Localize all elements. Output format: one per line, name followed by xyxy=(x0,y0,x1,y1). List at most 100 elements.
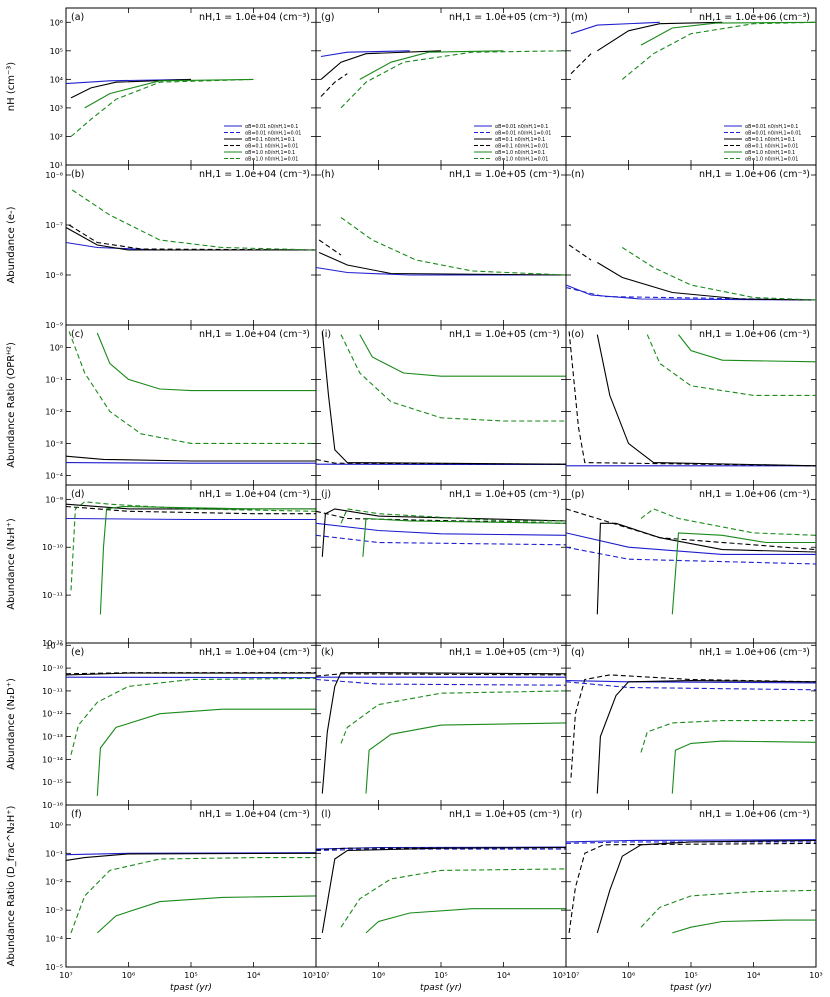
panel-frame xyxy=(315,324,567,486)
panel: 10⁻⁵ 10⁻⁴ 10⁻³ 10⁻² 10⁻¹ 10⁰ (f) nH,1 = 1.0e+04… xyxy=(45,804,317,993)
legend-entry: αB=0.1 n0/nH,1=0.01 xyxy=(495,144,548,150)
y-tick-label: 10⁰ xyxy=(50,343,63,352)
series-line-k1 xyxy=(321,672,567,794)
series-line-b1 xyxy=(565,284,817,301)
panel: (o) nH,1 = 1.0e+06 (cm⁻³) xyxy=(565,324,817,486)
density-label: nH,1 = 1.0e+04 (cm⁻³) xyxy=(199,647,310,658)
y-tick-label: 10⁻⁸ xyxy=(45,271,63,280)
x-tick-label: 10⁷ xyxy=(566,971,579,980)
x-tick-label: 10⁶ xyxy=(372,971,385,980)
legend-entry: αB=0.01 n0/nH,1=0.01 xyxy=(495,131,551,137)
legend-entry: αB=0.01 n0/nH,1=0.01 xyxy=(745,131,801,137)
series-line-b1 xyxy=(65,852,317,856)
series-line-b2 xyxy=(565,546,817,565)
y-axis-label: Abundance (e-) xyxy=(6,206,17,283)
series-line-b1 xyxy=(565,532,816,555)
series-line-k1 xyxy=(65,455,316,462)
panel: (n) nH,1 = 1.0e+06 (cm⁻³) xyxy=(565,164,817,326)
panel-letter: (o) xyxy=(571,329,584,340)
panel-frame xyxy=(565,804,817,968)
series-line-k2 xyxy=(318,239,342,256)
y-tick-label: 10⁴ xyxy=(50,75,63,84)
legend: αB=0.01 n0/nH,1=0.1αB=0.01 n0/nH,1=0.01α… xyxy=(724,124,801,163)
density-label: nH,1 = 1.0e+06 (cm⁻³) xyxy=(699,169,810,180)
series-line-k2 xyxy=(315,673,567,677)
density-label: nH,1 = 1.0e+04 (cm⁻³) xyxy=(199,809,310,820)
x-tick-label: 10³ xyxy=(303,971,316,980)
series-line-g2 xyxy=(71,189,317,251)
series-line-g1 xyxy=(362,517,567,557)
panel-frame xyxy=(565,484,817,644)
y-axis-label: Abundance Ratio (D_frac^N₂H⁺) xyxy=(6,806,17,967)
density-label: nH,1 = 1.0e+04 (cm⁻³) xyxy=(199,12,310,23)
series-line-g1 xyxy=(672,919,816,934)
series-line-b2 xyxy=(315,848,566,852)
series-line-k2 xyxy=(68,224,317,251)
series-line-g1 xyxy=(96,332,316,392)
series-line-b1 xyxy=(65,462,316,464)
panel-frame xyxy=(65,164,317,326)
y-axis-label: Abundance Ratio (OPRᴴ²) xyxy=(6,342,17,468)
series-line-k2 xyxy=(568,842,817,933)
series-line-k1 xyxy=(597,262,817,301)
series-line-k1 xyxy=(597,21,723,52)
panel-frame xyxy=(65,804,317,968)
y-tick-label: 10⁻² xyxy=(45,407,63,416)
legend-entry: αB=0.01 n0/nH,1=0.01 xyxy=(245,131,301,137)
series-line-b2 xyxy=(565,681,817,691)
panel: (k) nH,1 = 1.0e+05 (cm⁻³) xyxy=(315,642,567,806)
x-tick-label: 10⁶ xyxy=(622,971,635,980)
panel-letter: (c) xyxy=(71,329,84,340)
panel-letter: (n) xyxy=(571,169,584,180)
y-tick-label: 10⁻⁹ xyxy=(45,321,63,330)
panel-letter: (r) xyxy=(571,809,582,820)
series-line-g2 xyxy=(70,501,317,591)
x-tick-label: 10³ xyxy=(553,971,566,980)
density-label: nH,1 = 1.0e+05 (cm⁻³) xyxy=(449,809,560,820)
series-line-g1 xyxy=(365,722,567,794)
series-line-k2 xyxy=(568,331,817,467)
legend-entry: αB=0.1 n0/nH,1=0.01 xyxy=(745,144,798,150)
y-tick-label: 10⁻² xyxy=(45,878,63,887)
series-line-b1 xyxy=(570,21,660,35)
y-tick-label: 10⁻¹⁰ xyxy=(42,543,63,552)
density-label: nH,1 = 1.0e+06 (cm⁻³) xyxy=(699,489,810,500)
series-line-k1 xyxy=(318,251,567,276)
panel-letter: (f) xyxy=(71,809,82,820)
y-tick-label: 10⁻¹² xyxy=(42,710,63,719)
series-line-g1 xyxy=(678,334,817,363)
series-line-g2 xyxy=(70,78,254,137)
legend: αB=0.01 n0/nH,1=0.1αB=0.01 n0/nH,1=0.01 α… xyxy=(474,124,551,163)
panel-letter: (k) xyxy=(321,647,334,658)
series-line-g2 xyxy=(340,334,566,422)
panel-letter: (i) xyxy=(321,329,331,340)
legend-entry: αB=1.0 n0/nH,1=0.1 xyxy=(495,150,545,156)
legend-entry: αB=1.0 n0/nH,1=0.01 xyxy=(245,157,298,163)
y-tick-label: 10⁻¹ xyxy=(45,375,63,384)
panel-letter: (b) xyxy=(71,169,84,180)
x-axis-label: tpast (yr) xyxy=(670,983,712,993)
legend: αB=0.01 n0/nH,1=0.1αB=0.01 n0/nH,1=0.01 α… xyxy=(224,124,301,163)
panel-frame xyxy=(565,324,817,486)
series-line-k1 xyxy=(596,334,817,467)
panel-frame xyxy=(565,164,817,326)
series-line-k1 xyxy=(321,331,567,465)
x-tick-label: 10⁵ xyxy=(184,971,197,980)
y-tick-label: 10⁻⁹ xyxy=(45,641,63,650)
series-line-b1 xyxy=(65,517,316,521)
series-line-k1 xyxy=(596,839,817,934)
panel-frame xyxy=(315,164,567,326)
legend-entry: αB=0.1 n0/nH,1=0.01 xyxy=(245,144,298,150)
y-tick-label: 10³ xyxy=(50,104,63,113)
panel-letter: (j) xyxy=(321,489,331,500)
panel: 10⁻¹² 10⁻¹¹ 10⁻¹⁰ 10⁻⁹ (d) nH,1 = 1.0e+04 (cm… xyxy=(42,484,317,648)
density-label: nH,1 = 1.0e+04 (cm⁻³) xyxy=(199,489,310,500)
series-line-k2 xyxy=(320,73,348,97)
series-line-g2 xyxy=(646,334,816,396)
series-line-b1 xyxy=(65,676,317,679)
panel: (l) nH,1 = 1.0e+05 (cm⁻³) 10⁷ 10⁶ 10⁵ 10⁴ 10³ t… xyxy=(315,804,567,993)
legend-entry: αB=1.0 n0/nH,1=0.01 xyxy=(495,157,548,163)
panel: 10⁻⁹ 10⁻⁸ 10⁻⁷ 10⁻⁶ (b) nH,1 = 1.0e+04 (cm⁻³) xyxy=(45,164,317,330)
legend-entry: αB=0.01 n0/nH,1=0.1 xyxy=(495,124,548,130)
legend-entry: αB=0.01 n0/nH,1=0.1 xyxy=(245,124,298,130)
